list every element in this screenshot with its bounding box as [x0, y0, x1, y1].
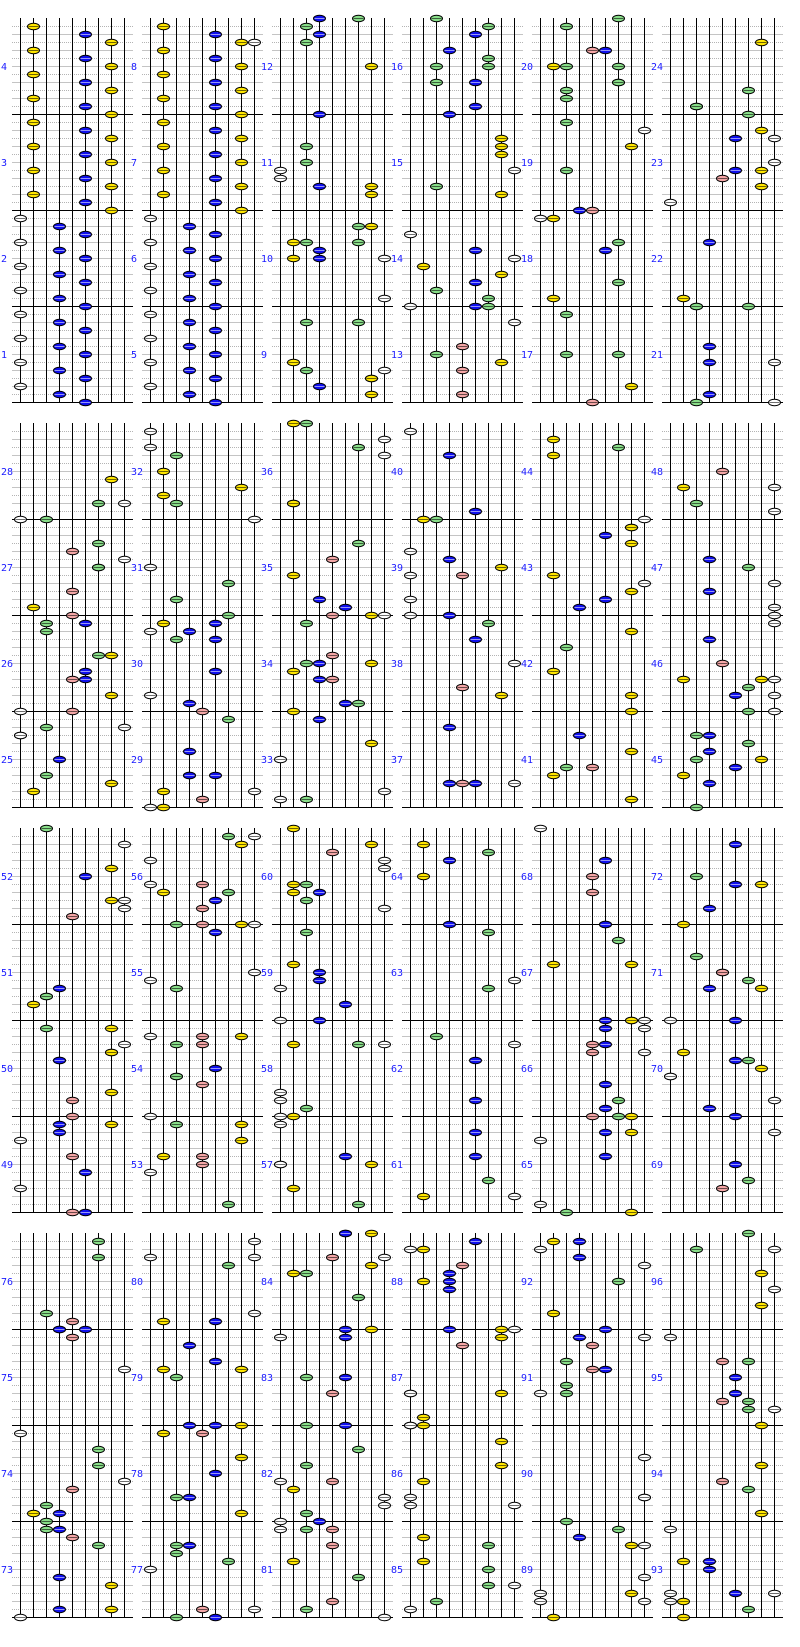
measure-number: 74: [1, 1469, 13, 1480]
measure-number: 15: [391, 158, 403, 169]
measure-number: 49: [1, 1160, 13, 1171]
measure-number: 75: [1, 1373, 13, 1384]
measure-number: 18: [521, 254, 533, 265]
measure-number: 2: [1, 254, 7, 265]
measure-number: 34: [261, 659, 273, 670]
measure-number: 37: [391, 755, 403, 766]
measure-number: 29: [131, 755, 143, 766]
measure-number: 26: [1, 659, 13, 670]
measure-number: 46: [651, 659, 663, 670]
measure-number: 33: [261, 755, 273, 766]
measure-number: 42: [521, 659, 533, 670]
measure-number: 68: [521, 872, 533, 883]
measure-number: 16: [391, 62, 403, 73]
measure-number: 95: [651, 1373, 663, 1384]
measure-number: 13: [391, 350, 403, 361]
measure-number: 55: [131, 968, 143, 979]
measure-number: 87: [391, 1373, 403, 1384]
measure-number: 59: [261, 968, 273, 979]
measure-number: 21: [651, 350, 663, 361]
measure-number: 71: [651, 968, 663, 979]
measure-number: 65: [521, 1160, 533, 1171]
measure-number: 38: [391, 659, 403, 670]
measure-number: 32: [131, 467, 143, 478]
measure-number: 80: [131, 1277, 143, 1288]
measure-number: 94: [651, 1469, 663, 1480]
measure-number: 60: [261, 872, 273, 883]
measure-number: 88: [391, 1277, 403, 1288]
measure-number: 10: [261, 254, 273, 265]
measure-number: 44: [521, 467, 533, 478]
measure-number: 90: [521, 1469, 533, 1480]
measure-number: 35: [261, 563, 273, 574]
measure-number: 39: [391, 563, 403, 574]
measure-number: 23: [651, 158, 663, 169]
measure-number: 3: [1, 158, 7, 169]
measure-number: 70: [651, 1064, 663, 1075]
measure-number: 84: [261, 1277, 273, 1288]
measure-number: 61: [391, 1160, 403, 1171]
measure-number: 43: [521, 563, 533, 574]
measure-number: 51: [1, 968, 13, 979]
measure-number: 45: [651, 755, 663, 766]
measure-number: 41: [521, 755, 533, 766]
measure-number: 52: [1, 872, 13, 883]
measure-number: 17: [521, 350, 533, 361]
measure-number: 85: [391, 1565, 403, 1576]
measure-number: 93: [651, 1565, 663, 1576]
measure-number: 28: [1, 467, 13, 478]
measure-number: 14: [391, 254, 403, 265]
measure-number: 11: [261, 158, 273, 169]
measure-number: 86: [391, 1469, 403, 1480]
measure-number: 7: [131, 158, 137, 169]
measure-number: 25: [1, 755, 13, 766]
measure-number: 56: [131, 872, 143, 883]
measure-number: 83: [261, 1373, 273, 1384]
measure-number: 72: [651, 872, 663, 883]
measure-number: 79: [131, 1373, 143, 1384]
measure-number: 64: [391, 872, 403, 883]
measure-number: 27: [1, 563, 13, 574]
measure-number: 8: [131, 62, 137, 73]
measure-number: 47: [651, 563, 663, 574]
measure-number: 5: [131, 350, 137, 361]
measure-number: 6: [131, 254, 137, 265]
measure-number: 66: [521, 1064, 533, 1075]
measure-number: 91: [521, 1373, 533, 1384]
measure-number: 48: [651, 467, 663, 478]
measure-number: 96: [651, 1277, 663, 1288]
measure-number: 4: [1, 62, 7, 73]
measure-number: 20: [521, 62, 533, 73]
measure-number: 81: [261, 1565, 273, 1576]
measure-number: 40: [391, 467, 403, 478]
measure-number: 89: [521, 1565, 533, 1576]
measure-number: 50: [1, 1064, 13, 1075]
measure-number: 12: [261, 62, 273, 73]
measure-number: 92: [521, 1277, 533, 1288]
measure-number: 30: [131, 659, 143, 670]
measure-number: 62: [391, 1064, 403, 1075]
measure-number: 24: [651, 62, 663, 73]
measure-number: 36: [261, 467, 273, 478]
measure-number: 54: [131, 1064, 143, 1075]
measure-number: 57: [261, 1160, 273, 1171]
measure-number: 78: [131, 1469, 143, 1480]
measure-number: 22: [651, 254, 663, 265]
measure-number: 53: [131, 1160, 143, 1171]
measure-number: 76: [1, 1277, 13, 1288]
measure-number: 9: [261, 350, 267, 361]
measure-number: 1: [1, 350, 7, 361]
measure-number: 67: [521, 968, 533, 979]
measure-number: 69: [651, 1160, 663, 1171]
measure-number: 31: [131, 563, 143, 574]
measure-number: 58: [261, 1064, 273, 1075]
measure-number: 19: [521, 158, 533, 169]
measure-number: 82: [261, 1469, 273, 1480]
measure-number: 73: [1, 1565, 13, 1576]
measure-number: 63: [391, 968, 403, 979]
measure-number: 77: [131, 1565, 143, 1576]
